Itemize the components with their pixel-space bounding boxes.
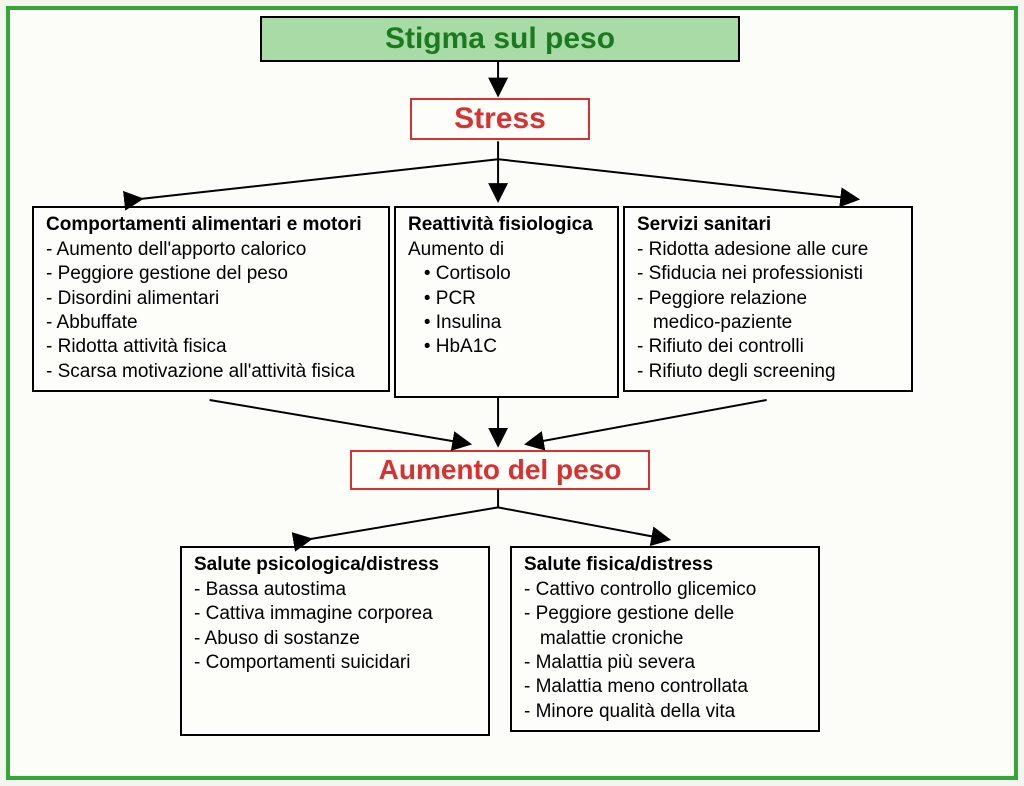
box1-line: - Scarsa motivazione all'attività fisica xyxy=(46,360,376,384)
box1-line: - Ridotta attività fisica xyxy=(46,335,376,359)
box3-line: - Peggiore relazione xyxy=(637,287,899,311)
box3-line: - Rifiuto dei controlli xyxy=(637,335,899,359)
box3-line: - Rifiuto degli screening xyxy=(637,360,899,384)
box3-line: - Ridotta adesione alle cure xyxy=(637,238,899,262)
box5-line: - Cattivo controllo glicemico xyxy=(524,578,806,602)
aumento-label: Aumento del peso xyxy=(379,454,622,485)
box2-line: • PCR xyxy=(408,287,605,311)
box4-line: - Bassa autostima xyxy=(194,578,476,602)
box-salute-fisica: Salute fisica/distress - Cattivo control… xyxy=(510,546,820,732)
box4-heading: Salute psicologica/distress xyxy=(194,554,476,576)
stress-box: Stress xyxy=(410,98,590,140)
box-comportamenti: Comportamenti alimentari e motori - Aume… xyxy=(32,206,390,392)
box2-heading: Reattività fisiologica xyxy=(408,214,605,236)
box5-lines: - Cattivo controllo glicemico- Peggiore … xyxy=(524,578,806,724)
box5-line: - Malattia meno controllata xyxy=(524,675,806,699)
title-label: Stigma sul peso xyxy=(385,22,615,55)
box1-line: - Aumento dell'apporto calorico xyxy=(46,238,376,262)
box-reattivita: Reattività fisiologica Aumento di • Cort… xyxy=(394,206,619,398)
aumento-box: Aumento del peso xyxy=(350,450,650,490)
box1-line: - Disordini alimentari xyxy=(46,287,376,311)
box1-line: - Peggiore gestione del peso xyxy=(46,262,376,286)
box3-line: medico-paziente xyxy=(637,311,899,335)
box5-line: - Peggiore gestione delle xyxy=(524,602,806,626)
box-servizi: Servizi sanitari - Ridotta adesione alle… xyxy=(623,206,913,392)
box1-heading: Comportamenti alimentari e motori xyxy=(46,214,376,236)
box2-line: • HbA1C xyxy=(408,335,605,359)
box4-line: - Cattiva immagine corporea xyxy=(194,602,476,626)
box4-line: - Comportamenti suicidari xyxy=(194,651,476,675)
box5-line: malattie croniche xyxy=(524,627,806,651)
box3-line: - Sfiducia nei professionisti xyxy=(637,262,899,286)
box5-line: - Malattia più severa xyxy=(524,651,806,675)
box4-line: - Abuso di sostanze xyxy=(194,627,476,651)
box5-line: - Minore qualità della vita xyxy=(524,700,806,724)
box2-line: Aumento di xyxy=(408,238,605,262)
box4-lines: - Bassa autostima- Cattiva immagine corp… xyxy=(194,578,476,675)
box3-lines: - Ridotta adesione alle cure- Sfiducia n… xyxy=(637,238,899,384)
box3-heading: Servizi sanitari xyxy=(637,214,899,236)
title-box: Stigma sul peso xyxy=(260,16,740,62)
box1-lines: - Aumento dell'apporto calorico- Peggior… xyxy=(46,238,376,384)
box-salute-psico: Salute psicologica/distress - Bassa auto… xyxy=(180,546,490,736)
box2-line: • Insulina xyxy=(408,311,605,335)
box2-lines: Aumento di • Cortisolo • PCR • Insulina … xyxy=(408,238,605,360)
box1-line: - Abbuffate xyxy=(46,311,376,335)
stress-label: Stress xyxy=(454,102,546,135)
box2-line: • Cortisolo xyxy=(408,262,605,286)
box5-heading: Salute fisica/distress xyxy=(524,554,806,576)
diagram-frame: Stigma sul peso Stress Comportamenti ali… xyxy=(6,6,1018,780)
